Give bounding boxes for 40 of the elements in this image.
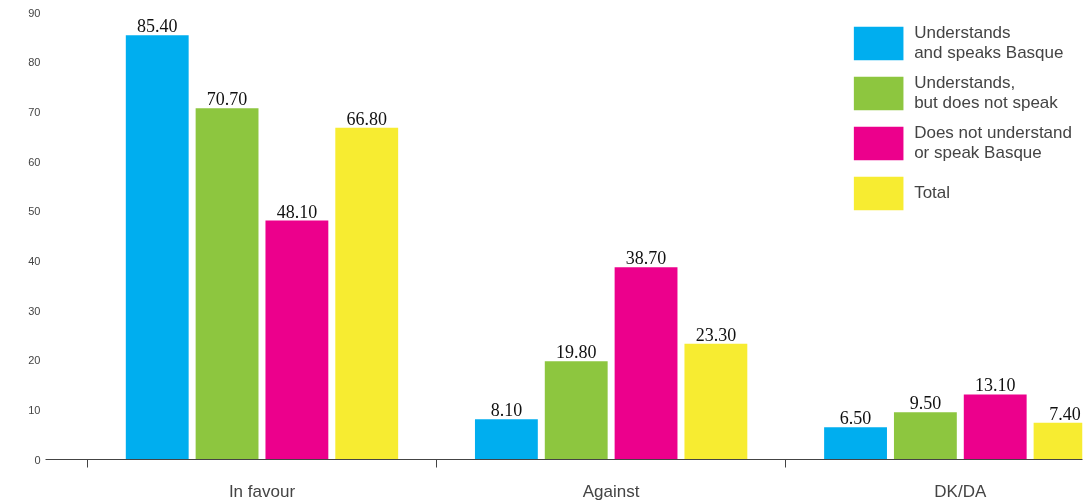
bar [684, 343, 748, 460]
bar [544, 361, 608, 460]
data-label: 19.80 [555, 342, 597, 363]
y-tick-label: 50 [28, 205, 41, 218]
x-tick-label: In favour [228, 481, 296, 501]
x-tick-label: DK/DA [934, 481, 987, 501]
legend-label: Understands, but does not speak [914, 73, 1058, 113]
y-tick-label: 0 [34, 453, 41, 466]
data-label: 38.70 [625, 248, 667, 269]
data-label: 8.10 [490, 400, 523, 421]
x-tick-label: Against [582, 481, 640, 501]
bar [195, 108, 259, 460]
bar [963, 394, 1027, 460]
y-tick-label: 40 [28, 254, 41, 267]
y-tick-label: 30 [28, 304, 41, 317]
data-label: 23.30 [695, 324, 737, 345]
legend-label: Total [914, 183, 951, 203]
y-tick-label: 20 [28, 354, 41, 367]
bar [614, 267, 678, 460]
data-label: 66.80 [346, 108, 387, 129]
data-label: 85.40 [136, 16, 178, 37]
data-label: 9.50 [909, 393, 942, 414]
y-tick-label: 60 [28, 155, 41, 168]
y-tick-label: 90 [28, 6, 41, 19]
legend-label: Does not understand or speak Basque [914, 123, 1072, 163]
data-label: 70.70 [206, 89, 248, 110]
data-label: 7.40 [1049, 403, 1081, 424]
data-label: 13.10 [974, 375, 1016, 396]
bar [474, 419, 538, 460]
data-label: 6.50 [839, 408, 872, 429]
legend-label: Understands and speaks Basque [914, 23, 1064, 63]
bar [893, 412, 957, 460]
y-tick-label: 80 [28, 56, 41, 69]
bar [824, 427, 887, 460]
bar [335, 127, 399, 460]
data-label: 48.10 [276, 201, 318, 222]
bar [125, 35, 189, 460]
y-tick-label: 10 [28, 403, 41, 416]
bar [265, 220, 329, 460]
y-tick-label: 70 [28, 105, 41, 118]
